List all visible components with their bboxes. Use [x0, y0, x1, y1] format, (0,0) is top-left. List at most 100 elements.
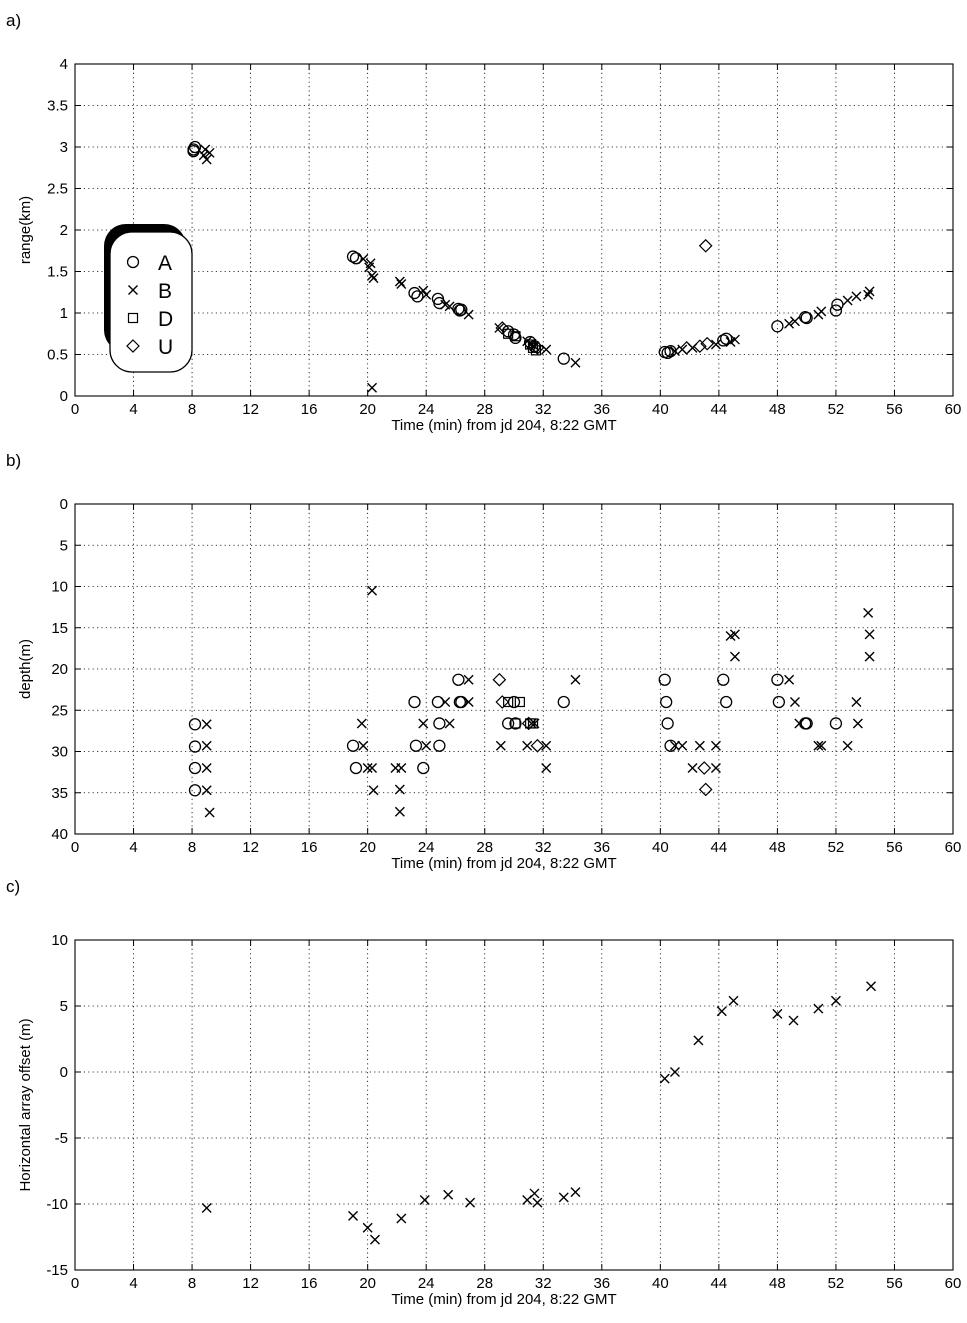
data-point-A	[557, 695, 570, 709]
y-tick-label: -15	[46, 1262, 68, 1279]
data-point-A	[658, 673, 671, 686]
data-point-B	[863, 607, 874, 618]
data-point-B	[495, 740, 506, 751]
data-point-B	[365, 258, 376, 269]
series-U	[492, 672, 713, 797]
data-point-B	[710, 763, 721, 773]
data-point-U	[495, 321, 510, 335]
data-point-B	[570, 1187, 581, 1198]
x-tick-label: 12	[242, 1275, 259, 1292]
x-tick-label: 40	[652, 1275, 669, 1292]
data-point-A	[417, 761, 430, 775]
data-point-B	[367, 585, 378, 596]
data-point-B	[710, 339, 721, 350]
plot-frame	[74, 939, 954, 1271]
data-point-B	[851, 697, 862, 707]
data-point-B	[529, 1188, 540, 1199]
data-point-B	[463, 697, 474, 707]
data-point-B	[669, 740, 680, 751]
data-point-A	[455, 303, 468, 316]
x-tick-label: 48	[769, 839, 786, 856]
x-tick-label: 48	[769, 1275, 786, 1292]
data-point-A	[771, 320, 784, 333]
x-tick-label: 4	[129, 1275, 137, 1292]
data-point-B	[784, 318, 795, 329]
data-point-B	[830, 995, 841, 1006]
data-point-U	[697, 761, 712, 775]
data-point-D	[527, 718, 539, 729]
data-point-B	[358, 254, 369, 265]
legend-label: A	[158, 252, 172, 275]
y-tick-label: 2	[60, 222, 68, 239]
data-point-B	[694, 740, 705, 751]
data-point-B	[842, 740, 853, 751]
x-tick-label: 0	[71, 401, 79, 418]
data-point-A	[431, 695, 445, 709]
y-tick-label: -5	[55, 1130, 68, 1147]
data-point-B	[367, 382, 378, 393]
series-B	[198, 144, 875, 393]
data-point-B	[863, 289, 874, 300]
data-point-D	[510, 718, 521, 729]
x-tick-label: 12	[242, 839, 259, 856]
data-point-A	[661, 717, 674, 730]
series-A	[188, 673, 843, 797]
data-point-B	[201, 740, 212, 751]
data-point-B	[866, 981, 877, 992]
x-tick-label: 36	[593, 401, 610, 418]
x-tick-label: 8	[188, 839, 196, 856]
x-tick-label: 16	[301, 1275, 318, 1292]
data-point-A	[557, 352, 570, 365]
data-point-A	[188, 784, 202, 797]
data-point-B	[816, 306, 827, 317]
data-point-A	[772, 695, 786, 709]
data-point-B	[788, 1015, 799, 1026]
data-point-B	[396, 278, 407, 289]
series-U	[495, 238, 715, 355]
data-point-A	[408, 286, 421, 300]
x-tick-label: 32	[535, 839, 552, 856]
data-point-A	[346, 250, 360, 263]
x-tick-label: 4	[129, 839, 137, 856]
data-point-A	[433, 296, 446, 310]
x-axis-label: Time (min) from jd 204, 8:22 GMT	[391, 855, 616, 872]
data-point-B	[396, 763, 407, 773]
y-tick-label: 0	[60, 388, 68, 405]
data-point-B	[204, 147, 215, 158]
y-tick-label: 3	[60, 139, 68, 156]
x-tick-label: 20	[359, 401, 376, 418]
y-tick-label: 5	[60, 537, 68, 554]
data-point-D	[503, 696, 514, 708]
data-point-U	[530, 341, 545, 355]
data-point-B	[677, 740, 688, 751]
data-point-B	[201, 719, 212, 730]
data-point-B	[204, 807, 215, 818]
data-point-B	[201, 154, 212, 165]
data-point-B	[394, 276, 405, 287]
data-point-B	[444, 718, 455, 729]
data-point-A	[717, 673, 730, 686]
x-tick-label: 52	[828, 1275, 845, 1292]
data-point-A	[720, 332, 733, 345]
x-tick-label: 36	[593, 839, 610, 856]
data-point-U	[698, 782, 713, 797]
data-point-B	[789, 697, 800, 707]
data-point-A	[771, 673, 784, 686]
data-point-A	[509, 717, 522, 730]
data-point-A	[187, 143, 200, 156]
data-point-B	[729, 629, 740, 640]
data-point-U	[521, 716, 536, 731]
x-tick-label: 44	[711, 401, 728, 418]
data-point-B	[368, 273, 379, 284]
panel-1: a)0 4 8 12 16 20 24 28 32 36 40 44 48 52 56 6000.511.52…	[6, 11, 961, 434]
data-point-B	[201, 1202, 212, 1213]
series-D	[503, 328, 542, 356]
data-point-B	[541, 740, 552, 751]
data-point-A	[523, 335, 537, 349]
x-tick-label: 56	[886, 839, 903, 856]
panel-3: c)0 4 8 12 16 20 24 28 32 36 40 44 48 52 56 60-15-10-50…	[6, 877, 961, 1308]
data-point-B	[710, 740, 721, 751]
data-point-B	[368, 785, 379, 796]
data-point-B	[362, 763, 373, 773]
x-tick-label: 20	[359, 1275, 376, 1292]
